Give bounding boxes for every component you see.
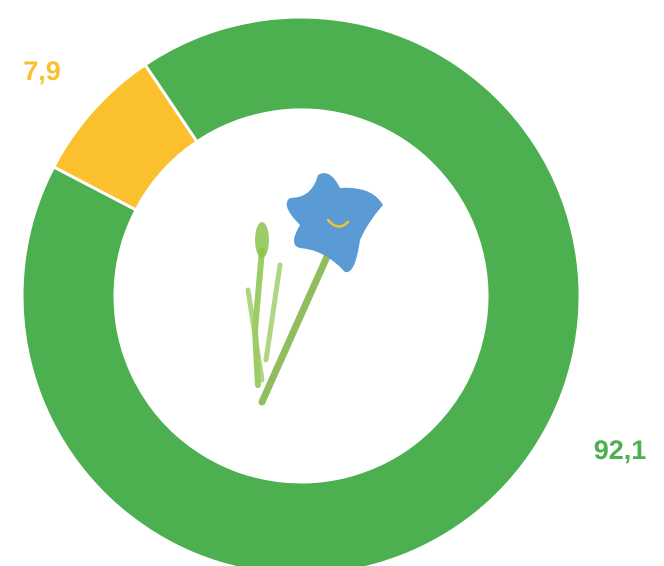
slices	[20, 15, 582, 566]
donut-slice	[51, 62, 200, 212]
value-label: 92,1	[594, 435, 647, 465]
donut-slice	[20, 15, 582, 566]
center-icon	[245, 173, 383, 406]
value-label: 7,9	[23, 56, 61, 86]
